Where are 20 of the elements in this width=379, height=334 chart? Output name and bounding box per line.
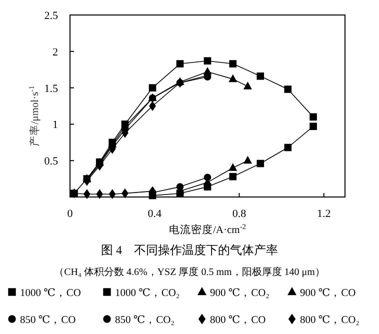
y-tick-label: 1 <box>52 119 58 132</box>
legend-label: 800 ℃，CO <box>210 315 266 326</box>
y-tick-label: 2 <box>52 46 58 58</box>
text: （CH₄ 体积分数 4.6%，YSZ 厚度 0.5 mm，阳极厚度 140 μm） <box>54 266 325 278</box>
x-tick-label: 1.2 <box>316 208 331 220</box>
y-tick-label: 2.5 <box>44 10 58 22</box>
y-tick-label: 1.5 <box>44 82 58 95</box>
y-tick-label: 0.5 <box>44 156 58 168</box>
x-tick-label: 0.4 <box>148 208 162 220</box>
x-axis-title: 电流密度/A·cm$^{-2}$ <box>169 222 246 236</box>
legend-label: 800 ℃，CO₂ <box>300 315 360 326</box>
legend-label: 1000 ℃，CO <box>20 288 82 299</box>
x-tick-label: 0.8 <box>232 208 247 220</box>
text: 图 4 不同操作温度下的气体产率 <box>101 243 278 257</box>
legend-label: 900 ℃，CO₂ <box>210 288 270 299</box>
legend-label: 1000 ℃，CO₂ <box>115 288 180 299</box>
legend-label: 900 ℃，CO <box>300 288 356 299</box>
legend-label: 850 ℃，CO₂ <box>115 315 175 326</box>
x-tick-label: 0 <box>67 208 74 220</box>
legend-label: 850 ℃，CO <box>20 315 76 326</box>
